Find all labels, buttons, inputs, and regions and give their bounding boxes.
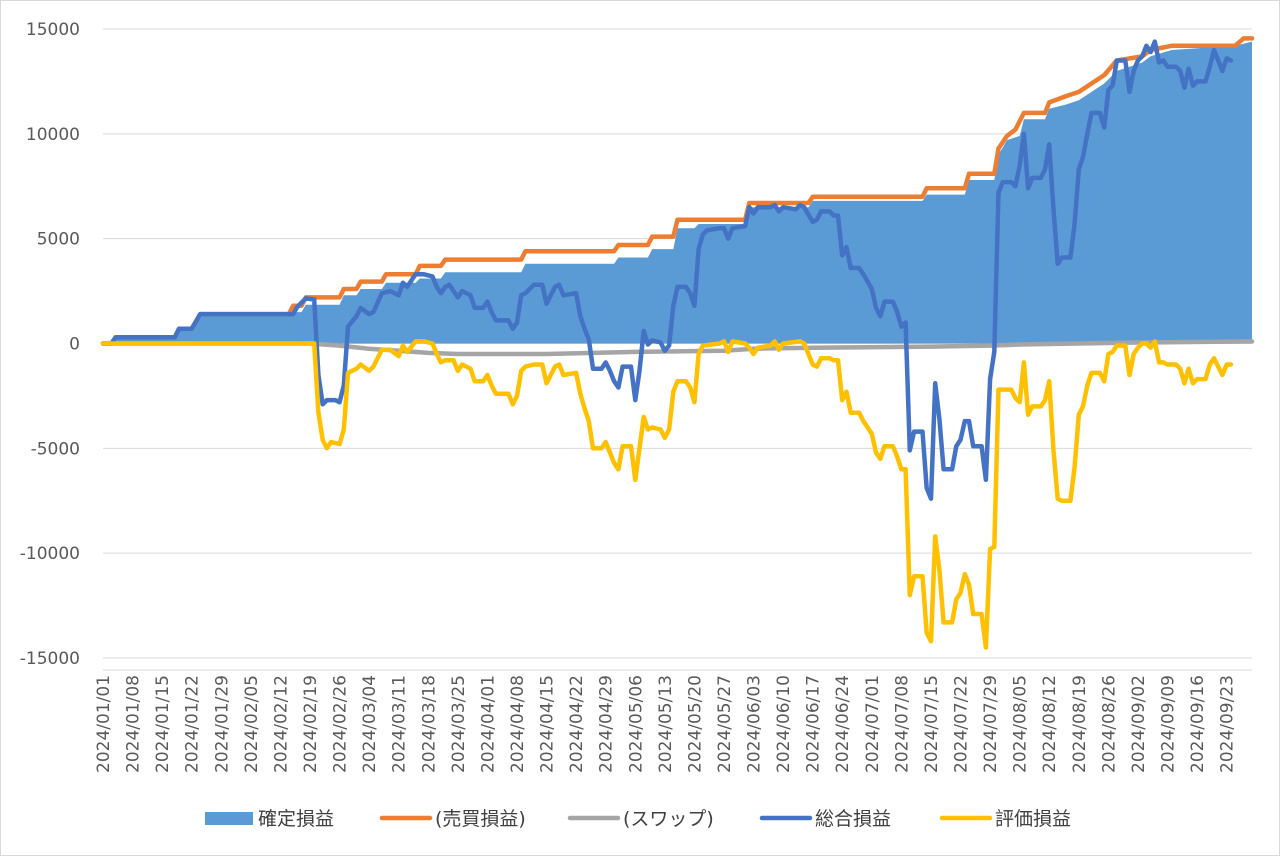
x-tick-label: 2024/07/15 <box>922 675 942 773</box>
x-tick-label: 2024/04/01 <box>478 675 498 773</box>
x-tick-label: 2024/01/08 <box>124 675 144 773</box>
legend-label: 確定損益 <box>258 808 334 830</box>
x-tick-label: 2024/04/29 <box>597 675 617 773</box>
legend-swatch <box>205 812 253 825</box>
x-tick-label: 2024/08/26 <box>1099 675 1119 773</box>
x-tick-label: 2024/02/26 <box>331 675 351 773</box>
x-tick-label: 2024/02/12 <box>271 675 291 773</box>
x-tick-label: 2024/09/16 <box>1188 675 1208 773</box>
series-line-hyouka <box>100 339 1234 650</box>
x-tick-label: 2024/03/18 <box>419 675 439 773</box>
x-tick-label: 2024/03/04 <box>360 675 380 773</box>
x-tick-label: 2024/08/19 <box>1070 675 1090 773</box>
x-tick-label: 2024/07/22 <box>952 675 972 773</box>
line-series-group <box>100 36 1255 650</box>
x-tick-label: 2024/01/01 <box>94 675 114 773</box>
x-tick-label: 2024/06/24 <box>833 675 853 773</box>
x-tick-label: 2024/04/08 <box>508 675 528 773</box>
x-tick-label: 2024/03/11 <box>390 675 410 773</box>
x-tick-label: 2024/08/12 <box>1040 675 1060 773</box>
series-line-swap <box>100 339 1255 357</box>
x-tick-label: 2024/05/20 <box>685 675 705 773</box>
legend-label: 総合損益 <box>815 808 891 830</box>
x-tick-label: 2024/07/01 <box>863 675 883 773</box>
x-tick-label: 2024/08/05 <box>1011 675 1031 773</box>
x-axis-tick-labels: 2024/01/01 2024/01/08 2024/01/15 2024/01/22… <box>94 675 1238 773</box>
x-tick-label: 2024/05/06 <box>626 675 646 773</box>
y-tick-label: 5000 <box>37 230 80 250</box>
x-tick-label: 2024/04/15 <box>538 675 558 773</box>
legend: 確定損益 (売買損益) (スワップ) 総合損益 評価損益 <box>205 808 1071 830</box>
y-tick-label: 0 <box>69 335 80 355</box>
y-tick-label: 15000 <box>26 20 80 40</box>
x-tick-label: 2024/01/22 <box>183 675 203 773</box>
legend-label: (スワップ) <box>623 808 714 830</box>
x-tick-label: 2024/02/05 <box>242 675 262 773</box>
series-area-kakutei <box>103 41 1252 344</box>
series-line-sougou <box>100 39 1234 501</box>
area-series-group <box>103 41 1252 344</box>
x-tick-label: 2024/05/13 <box>656 675 676 773</box>
y-axis-tick-labels: 15000 10000 5000 0 -5000 -10000 -15000 <box>20 20 80 669</box>
x-tick-label: 2024/02/19 <box>301 675 321 773</box>
x-tick-label: 2024/06/03 <box>745 675 765 773</box>
legend-label: 評価損益 <box>995 808 1071 830</box>
x-tick-label: 2024/09/02 <box>1129 675 1149 773</box>
x-tick-label: 2024/06/10 <box>774 675 794 773</box>
y-tick-label: -5000 <box>31 439 80 459</box>
x-tick-label: 2024/05/27 <box>715 675 735 773</box>
y-tick-label: -15000 <box>20 649 80 669</box>
x-tick-label: 2024/09/23 <box>1218 675 1238 773</box>
legend-label: (売買損益) <box>435 808 526 830</box>
x-tick-label: 2024/04/22 <box>567 675 587 773</box>
x-tick-label: 2024/01/15 <box>153 675 173 773</box>
x-tick-label: 2024/03/25 <box>449 675 469 773</box>
x-tick-label: 2024/09/09 <box>1159 675 1179 773</box>
y-tick-label: 10000 <box>26 125 80 145</box>
x-tick-label: 2024/07/08 <box>892 675 912 773</box>
x-tick-label: 2024/07/29 <box>981 675 1001 773</box>
y-tick-label: -10000 <box>20 544 80 564</box>
x-tick-label: 2024/01/29 <box>212 675 232 773</box>
x-tick-label: 2024/06/17 <box>804 675 824 773</box>
